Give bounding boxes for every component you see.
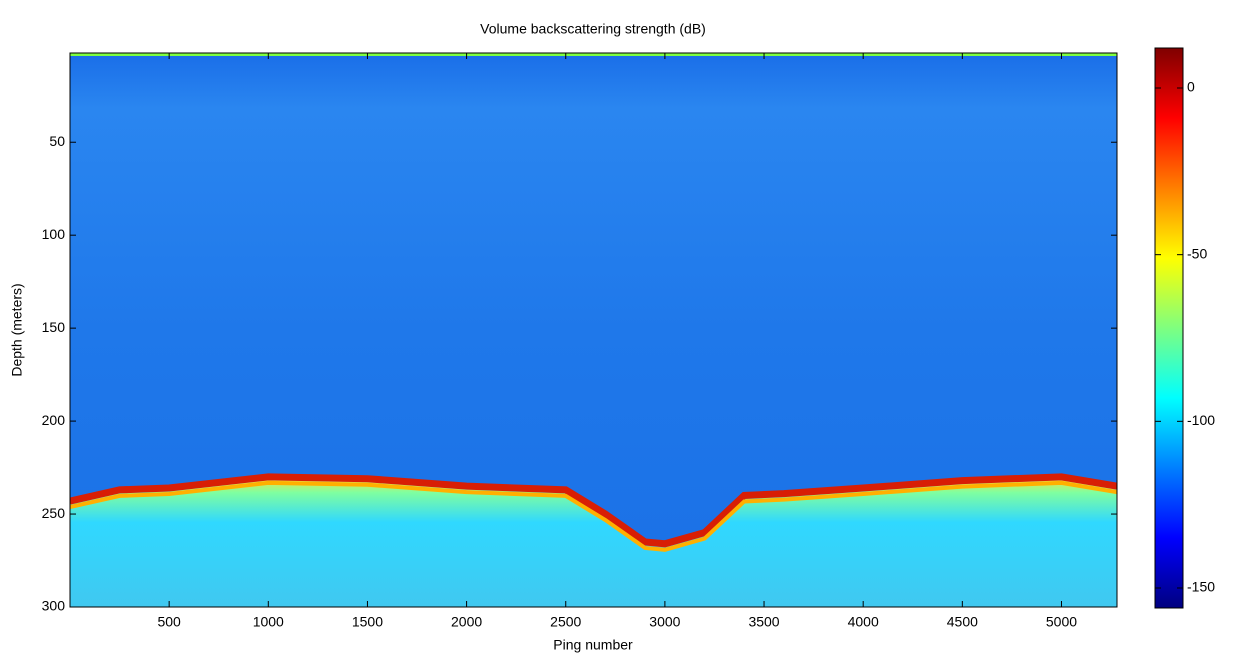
plot-frame [69, 52, 1118, 608]
chart-title: Volume backscattering strength (dB) [480, 21, 706, 37]
colorbar [1154, 47, 1184, 609]
y-tick-label: 300 [42, 598, 66, 614]
x-tick-label: 2000 [451, 614, 482, 630]
y-tick-label: 150 [42, 319, 66, 335]
x-tick-label: 500 [157, 614, 181, 630]
x-tick-label: 3500 [748, 614, 779, 630]
x-tick-label: 3000 [649, 614, 680, 630]
x-tick-label: 2500 [550, 614, 581, 630]
colorbar-tick-label: 0 [1187, 79, 1195, 95]
y-tick-label: 250 [42, 505, 66, 521]
colorbar-tick-label: -100 [1187, 412, 1215, 428]
seafloor [70, 476, 1117, 607]
surface-band [70, 53, 1117, 56]
y-axis-label: Depth (meters) [9, 283, 25, 376]
y-tick-label: 200 [42, 412, 66, 428]
colorbar-tick-label: -50 [1187, 245, 1207, 261]
x-tick-label: 1000 [253, 614, 284, 630]
x-tick-label: 4000 [848, 614, 879, 630]
x-tick-label: 4500 [947, 614, 978, 630]
bottom-line [70, 473, 1117, 548]
x-tick-label: 5000 [1046, 614, 1077, 630]
y-tick-label: 50 [49, 133, 65, 149]
x-tick-label: 1500 [352, 614, 383, 630]
x-axis-label: Ping number [553, 637, 633, 653]
bottom-edge [70, 480, 1117, 552]
colorbar-tick-label: -150 [1187, 579, 1215, 595]
y-tick-label: 100 [42, 226, 66, 242]
